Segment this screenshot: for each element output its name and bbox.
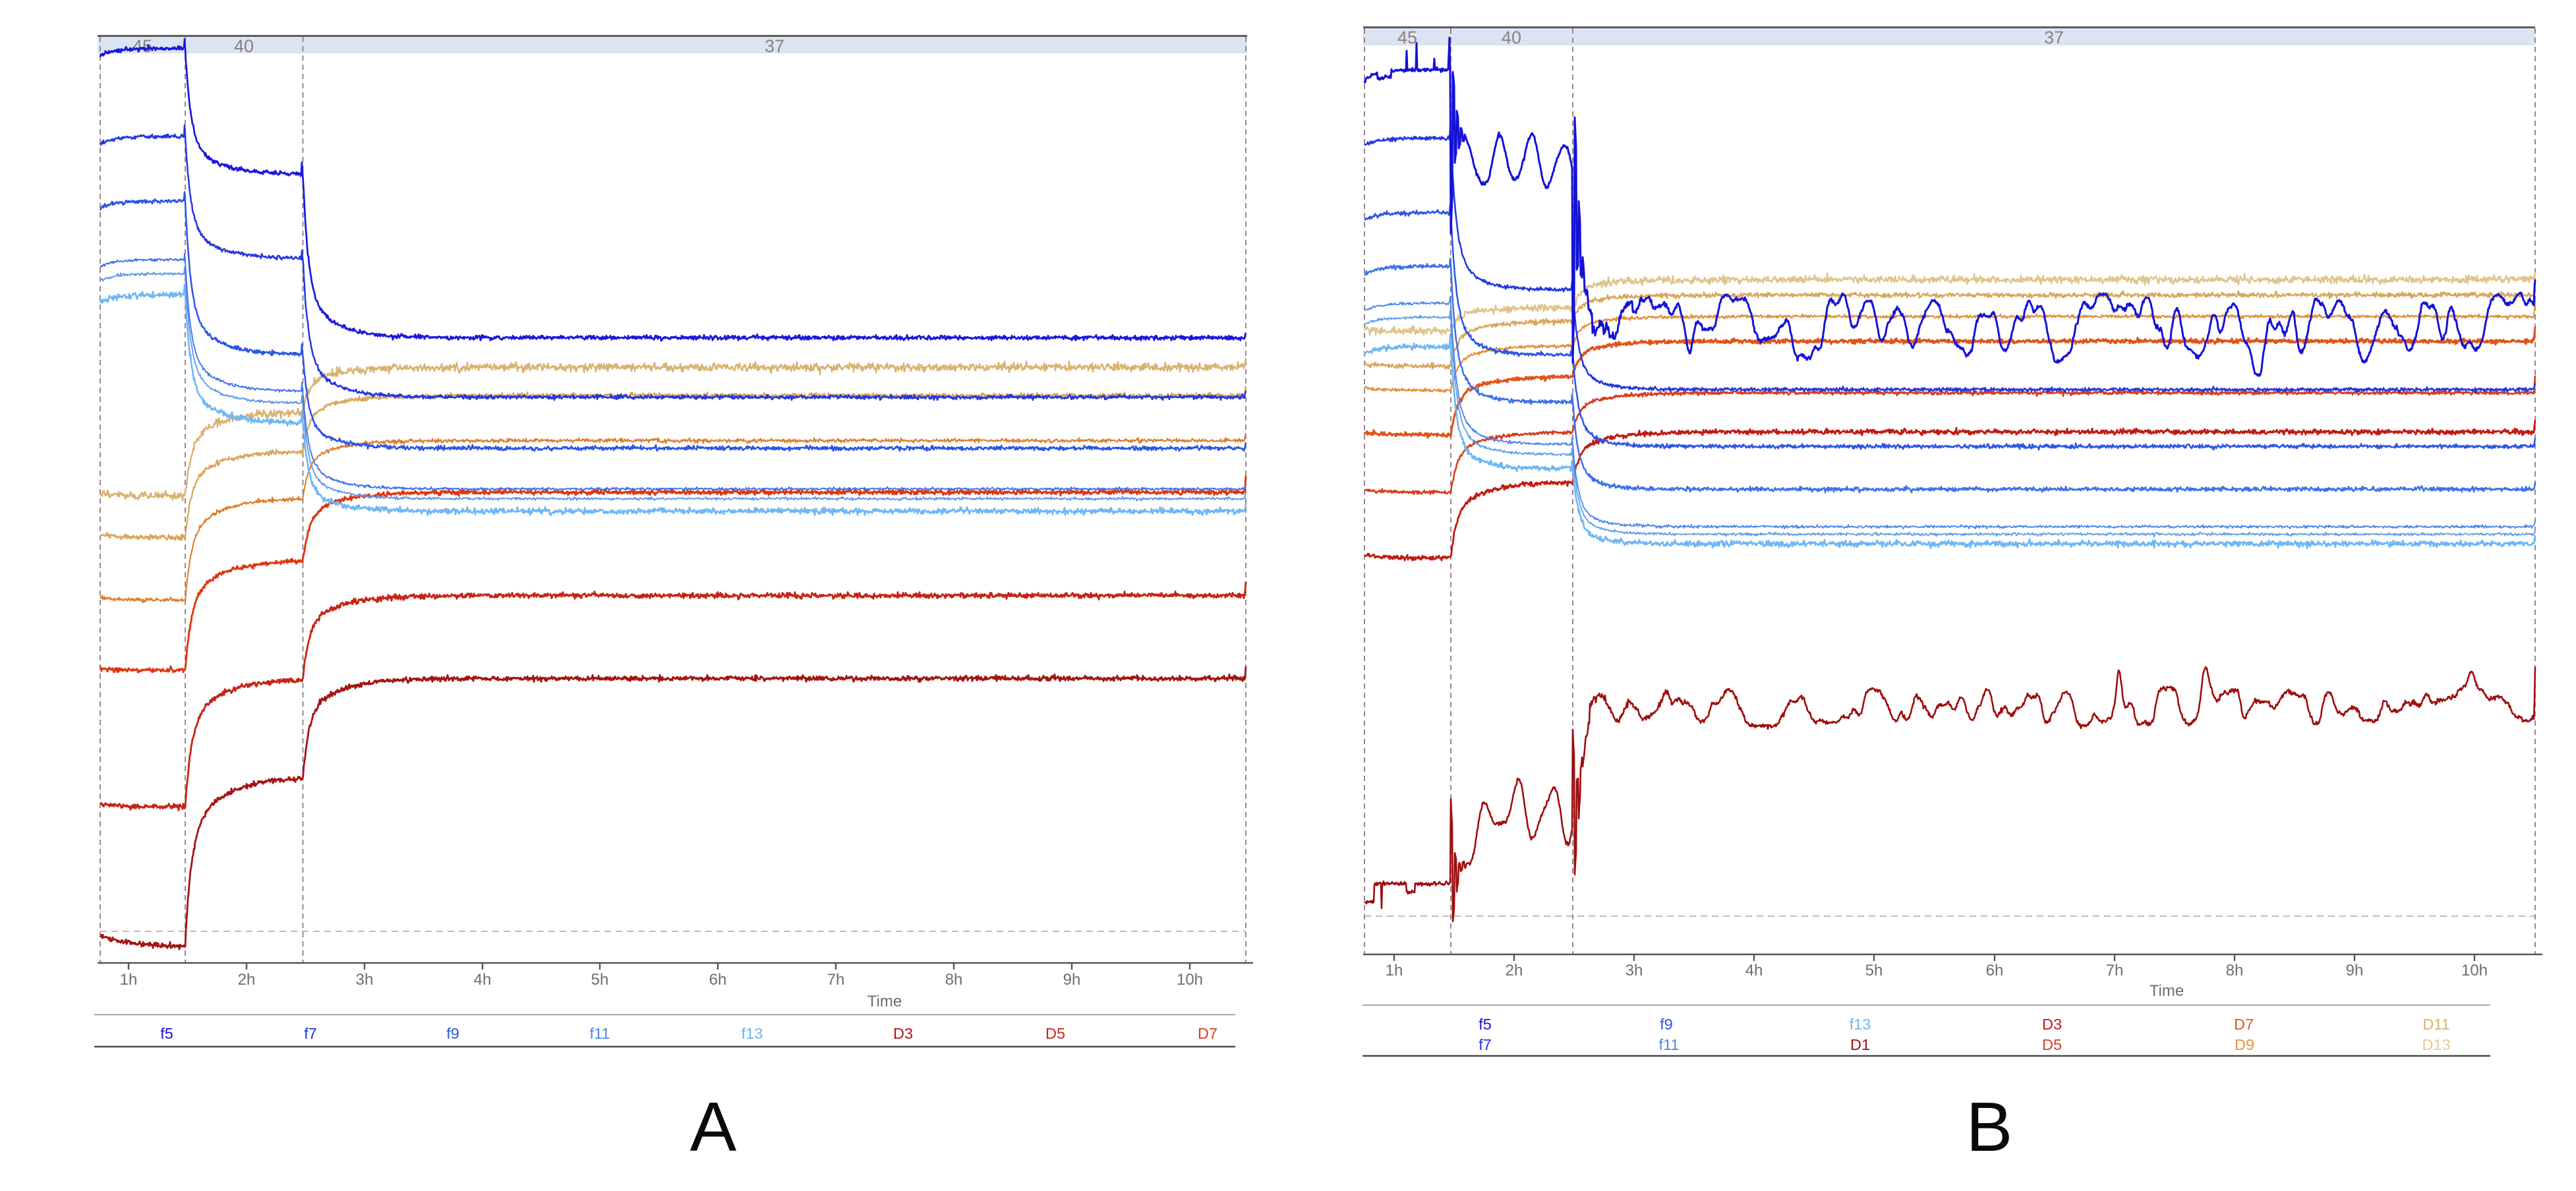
svg-text:D11: D11 <box>2422 1016 2449 1033</box>
svg-text:f5: f5 <box>160 1025 173 1042</box>
svg-text:1h: 1h <box>1386 962 1403 979</box>
svg-text:Time: Time <box>2150 982 2184 1000</box>
svg-text:D13: D13 <box>2422 1036 2450 1053</box>
svg-text:8h: 8h <box>2226 962 2244 979</box>
svg-text:3h: 3h <box>1625 962 1643 979</box>
svg-text:40: 40 <box>1502 28 1521 47</box>
svg-text:f7: f7 <box>1478 1036 1492 1053</box>
svg-text:7h: 7h <box>2106 962 2124 979</box>
svg-text:2h: 2h <box>238 971 256 989</box>
svg-text:B: B <box>1966 1088 2013 1166</box>
svg-text:D3: D3 <box>2042 1016 2062 1033</box>
svg-text:D7: D7 <box>1198 1025 1217 1042</box>
svg-text:f9: f9 <box>446 1025 459 1042</box>
svg-text:40: 40 <box>234 36 254 56</box>
svg-text:8h: 8h <box>945 971 963 989</box>
svg-text:D5: D5 <box>1045 1025 1065 1042</box>
svg-text:Time: Time <box>867 993 902 1010</box>
svg-text:D1: D1 <box>1850 1036 1870 1053</box>
svg-text:D9: D9 <box>2235 1036 2254 1053</box>
svg-text:D7: D7 <box>2234 1016 2254 1033</box>
svg-text:4h: 4h <box>1745 962 1763 979</box>
svg-text:45: 45 <box>1397 28 1417 47</box>
svg-text:6h: 6h <box>1986 962 2004 979</box>
svg-text:f13: f13 <box>1850 1016 1871 1033</box>
svg-text:9h: 9h <box>1063 971 1081 989</box>
svg-text:9h: 9h <box>2346 962 2364 979</box>
svg-text:7h: 7h <box>827 971 845 989</box>
svg-text:f11: f11 <box>590 1025 610 1042</box>
svg-text:f5: f5 <box>1478 1016 1492 1033</box>
svg-text:4h: 4h <box>474 971 492 989</box>
svg-text:6h: 6h <box>709 971 727 989</box>
svg-text:10h: 10h <box>2461 962 2488 979</box>
svg-text:5h: 5h <box>591 971 609 989</box>
svg-text:5h: 5h <box>1865 962 1883 979</box>
svg-text:f13: f13 <box>742 1025 763 1042</box>
svg-text:D3: D3 <box>893 1025 913 1042</box>
svg-text:1h: 1h <box>120 971 138 989</box>
svg-text:37: 37 <box>765 36 784 56</box>
svg-text:37: 37 <box>2044 28 2064 47</box>
svg-text:f7: f7 <box>304 1025 317 1042</box>
svg-text:A: A <box>690 1088 737 1166</box>
svg-text:D5: D5 <box>2042 1036 2062 1053</box>
svg-text:f9: f9 <box>1660 1016 1673 1033</box>
svg-text:f11: f11 <box>1659 1036 1680 1053</box>
svg-text:10h: 10h <box>1177 971 1203 989</box>
svg-text:3h: 3h <box>356 971 374 989</box>
svg-text:2h: 2h <box>1506 962 1523 979</box>
